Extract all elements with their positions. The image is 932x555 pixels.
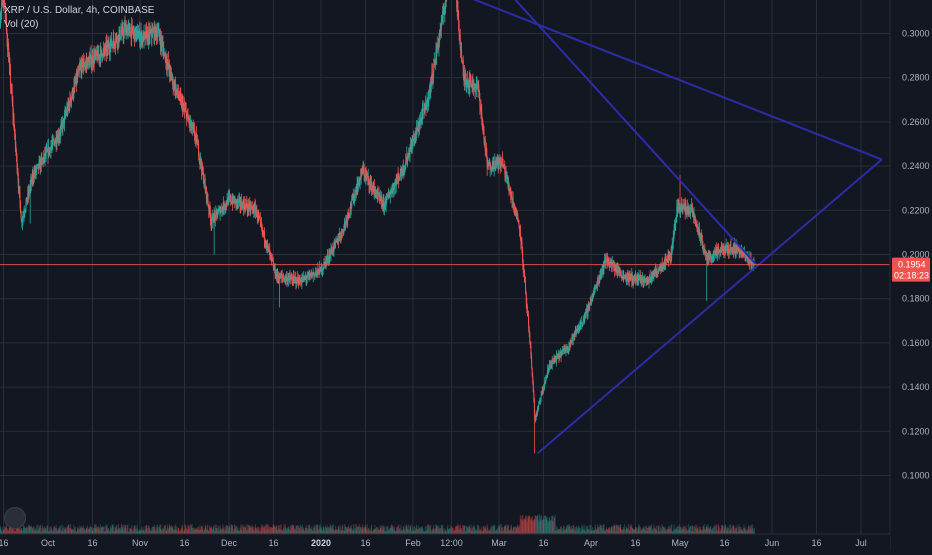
x-tick-label: 16	[720, 538, 730, 548]
candle-body	[470, 80, 471, 83]
candle-body	[264, 232, 265, 241]
candle-body	[221, 209, 222, 212]
candle-body	[704, 249, 705, 254]
x-tick-label: 16	[88, 538, 98, 548]
x-tick-label: Mar	[491, 538, 507, 548]
candle-body	[644, 282, 645, 283]
candle-body	[524, 271, 525, 278]
candle-body	[541, 395, 542, 400]
x-tick-label: 16	[631, 538, 641, 548]
candle-body	[685, 204, 686, 209]
candle-body	[728, 247, 729, 252]
candle-body	[479, 98, 480, 106]
candle-body	[529, 333, 530, 343]
x-tick-label: Nov	[132, 538, 149, 548]
chart-title: XRP / U.S. Dollar, 4h, COINBASE	[4, 4, 154, 18]
y-tick-label: 0.1800	[902, 294, 930, 304]
chart-header: XRP / U.S. Dollar, 4h, COINBASE Vol (20)	[4, 4, 154, 32]
candle-body	[720, 253, 721, 254]
candle-body	[152, 31, 153, 37]
y-tick-label: 0.1200	[902, 426, 930, 436]
x-tick-label: Jul	[855, 538, 867, 548]
candle-body	[22, 216, 23, 219]
y-tick-label: 0.1600	[902, 338, 930, 348]
candle-body	[531, 360, 532, 368]
candle-body	[271, 256, 272, 259]
x-tick-label: Apr	[584, 538, 598, 548]
volume-bar	[754, 528, 755, 534]
x-tick-label: 16	[360, 538, 370, 548]
candle-body	[520, 226, 521, 238]
x-tick-label: 16	[179, 538, 189, 548]
candle-body	[20, 201, 21, 212]
candle-body	[538, 404, 539, 407]
y-tick-label: 0.3000	[902, 29, 930, 39]
x-tick-label: Feb	[405, 538, 421, 548]
candle-body	[509, 184, 510, 189]
y-tick-label: 0.1400	[902, 382, 930, 392]
candle-body	[442, 14, 443, 22]
x-tick-label: Dec	[221, 538, 238, 548]
candle-body	[394, 185, 395, 189]
candle-body	[493, 162, 494, 169]
tradingview-logo-icon[interactable]	[4, 507, 26, 529]
candle-body	[460, 34, 461, 43]
candle-body	[521, 242, 522, 248]
x-tick-label: 2020	[311, 538, 331, 548]
x-tick-label: 16	[269, 538, 279, 548]
y-tick-label: 0.2800	[902, 73, 930, 83]
y-tick-label: 0.2600	[902, 117, 930, 127]
candle-body	[19, 192, 20, 202]
x-tick-label: Jun	[765, 538, 780, 548]
candle-body	[426, 104, 427, 110]
candle-body	[230, 196, 231, 201]
candle-body	[433, 64, 434, 72]
candle-body	[70, 97, 71, 101]
candle-body	[620, 271, 621, 273]
indicator-label[interactable]: Vol (20)	[4, 18, 154, 32]
candle-body	[458, 13, 459, 20]
trendline	[452, 0, 758, 266]
y-tick-label: 0.2200	[902, 205, 930, 215]
x-tick-label: 12:00	[440, 538, 463, 548]
candle-body	[690, 211, 691, 214]
candle-body	[459, 21, 460, 33]
y-tick-label: 0.1000	[902, 471, 930, 481]
candle-body	[621, 274, 622, 275]
x-tick-label: 16	[539, 538, 549, 548]
y-tick-label: 0.2400	[902, 161, 930, 171]
candle-body	[386, 196, 387, 198]
candle-body	[216, 211, 217, 213]
candle-body	[77, 73, 78, 78]
x-tick-label: 16	[812, 538, 822, 548]
price-badge-countdown: 02:18:23	[894, 271, 929, 281]
candle-body	[270, 254, 271, 255]
price-badge-value: 0.1954	[898, 260, 926, 270]
x-tick-label: 16	[0, 538, 8, 548]
candle-body	[525, 282, 526, 289]
x-tick-label: Oct	[41, 538, 56, 548]
x-tick-label: May	[672, 538, 690, 548]
candle-body	[407, 158, 408, 161]
